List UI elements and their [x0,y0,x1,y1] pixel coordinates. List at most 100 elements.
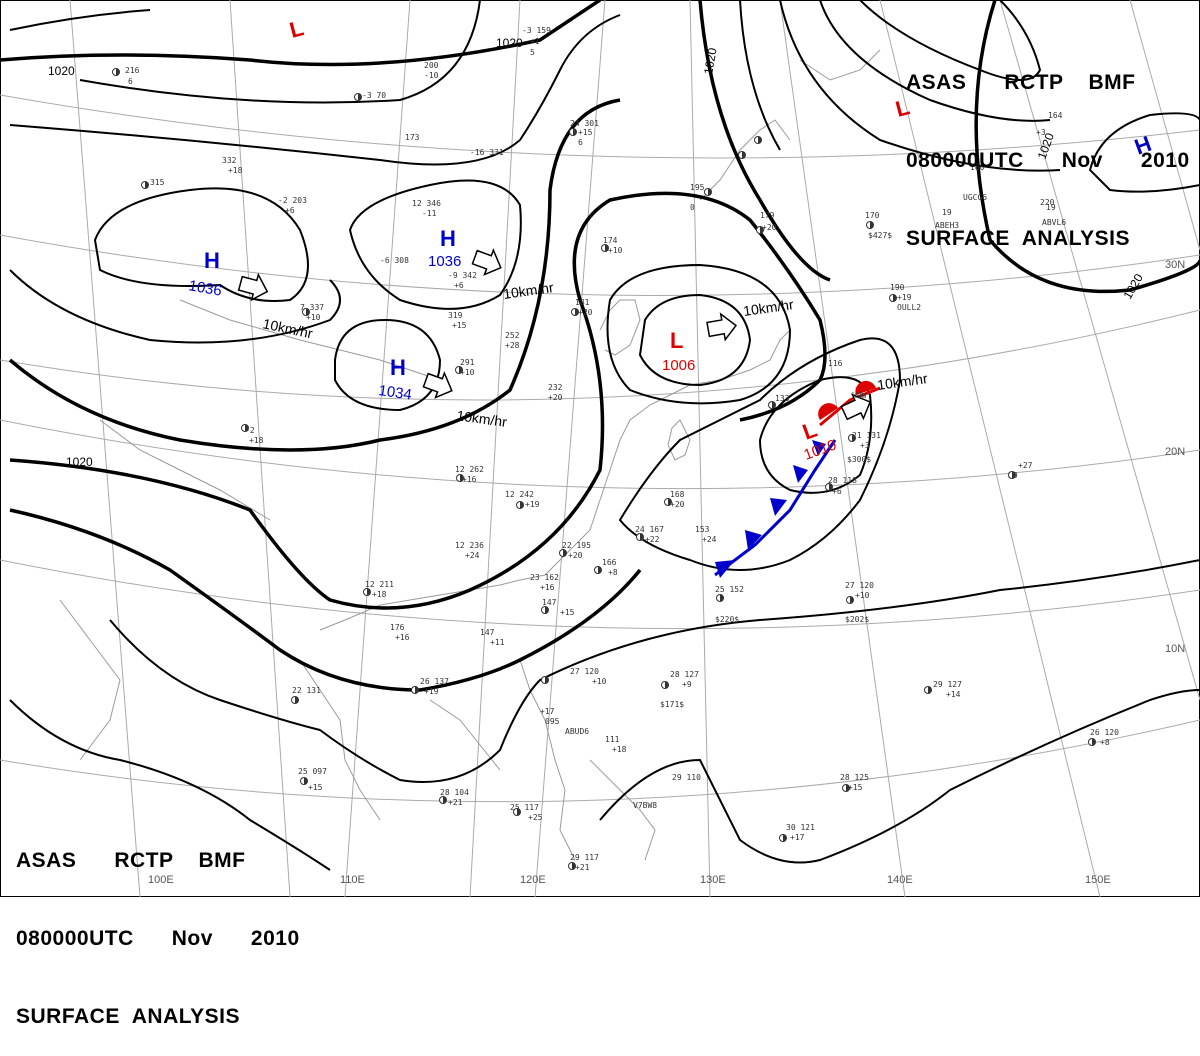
station-value: +18 [249,436,264,445]
station-value: +1 [530,37,540,46]
station-cloud-cover [758,136,762,144]
station-value: +6 [454,281,464,290]
station-cloud-cover [517,808,521,816]
station-value: 25 117 [510,803,539,812]
high-pressure-centre: H [204,248,220,273]
station-value: +16 [395,633,410,642]
station-value: +21 [575,863,590,872]
speed-label: 10km/hr [502,279,555,302]
station-cloud-cover [145,181,149,189]
footer-line-2: 080000UTC Nov 2010 [16,927,300,950]
station-value: +24 [465,551,480,560]
station-value: 153 [695,525,710,534]
station-value: $202$ [845,615,869,624]
station-cloud-cover [893,294,897,302]
station-cloud-cover [668,498,672,506]
station-value: $300$ [847,455,871,464]
station-value: 22 131 [292,686,321,695]
station-value: ABUD6 [565,727,589,736]
station-value: -16 331 [470,148,504,157]
station-value: 28 125 [840,773,869,782]
station-value: +27 [1018,461,1033,470]
grid-label: 30N [1165,259,1185,271]
station-value: 5 [530,48,535,57]
station-cloud-cover [850,596,854,604]
station-cloud-cover [852,434,856,442]
station-value: +18 [372,590,387,599]
pressure-value: 1034 [377,382,412,403]
station-value: 25 152 [715,585,744,594]
pressure-value: 1006 [662,357,695,374]
grid-label: 140E [887,874,913,886]
station-value: 166 [602,558,617,567]
station-value: 30 121 [786,823,815,832]
station-cloud-cover [829,483,833,491]
header-line-3: SURFACE ANALYSIS [906,227,1130,250]
station-value: +14 [946,690,961,699]
warm-front [818,380,881,427]
station-cloud-cover [605,244,609,252]
station-cloud-cover [304,777,308,785]
station-cloud-cover [245,424,249,432]
station-value: +16 [540,583,555,592]
station-value: +28 [505,341,520,350]
station-value: +19 [897,293,912,302]
station-value: 195 [690,183,705,192]
station-value: 12 346 [412,199,441,208]
station-value: +10 [306,313,321,322]
station-cloud-cover [575,308,579,316]
station-value: 111 [605,735,620,744]
station-value: 27 120 [845,581,874,590]
grid-label: 130E [700,874,726,886]
station-cloud-cover [443,796,447,804]
grid-label: 120E [520,874,546,886]
station-value: +17 [790,833,805,842]
station-value: 6 [128,77,133,86]
station-value: +19 [525,500,540,509]
station-cloud-cover [870,221,874,229]
high-pressure-centre: H [440,226,456,251]
station-cloud-cover [742,151,746,159]
station-value: 164 [1048,111,1063,120]
low-pressure-centre: L [287,15,306,43]
station-value: +20 [762,223,777,232]
station-value: 291 [460,358,475,367]
station-value: 179 [760,211,775,220]
station-value: 12 236 [455,541,484,550]
station-value: +10 [592,677,607,686]
station-value: +20 [548,393,563,402]
station-value: V7BW8 [633,801,657,810]
station-value: +9 [682,680,692,689]
station-cloud-cover [783,834,787,842]
station-value: 319 [448,311,463,320]
station-value: 181 [575,298,590,307]
station-value: 190 [890,283,905,292]
station-value: +20 [578,308,593,317]
station-cloud-cover [459,366,463,374]
station-value: +17 [540,707,555,716]
station-value: $220$ [715,615,739,624]
station-value: 232 [548,383,563,392]
station-cloud-cover [358,93,362,101]
station-value: 24 167 [635,525,664,534]
station-value: 147 [542,598,557,607]
station-cloud-cover [640,533,644,541]
station-value: +10 [855,591,870,600]
station-value: 29 110 [672,773,701,782]
station-cloud-cover [520,501,524,509]
header-line-2: 080000UTC Nov 2010 [906,149,1190,172]
station-value: 28 104 [440,788,469,797]
station-value: 27 120 [570,667,599,676]
station-value: 21 131 [852,431,881,440]
station-value: 23 162 [530,573,559,582]
station-value: -2 [245,426,255,435]
station-value: +16 [462,475,477,484]
station-value: 12 262 [455,465,484,474]
station-value: 315 [150,178,165,187]
station-value: 168 [670,490,685,499]
station-cloud-cover [415,686,419,694]
grid-label: 10N [1165,643,1185,655]
station-cloud-cover [665,681,669,689]
station-value: 170 [865,211,880,220]
grid-label: 20N [1165,446,1185,458]
